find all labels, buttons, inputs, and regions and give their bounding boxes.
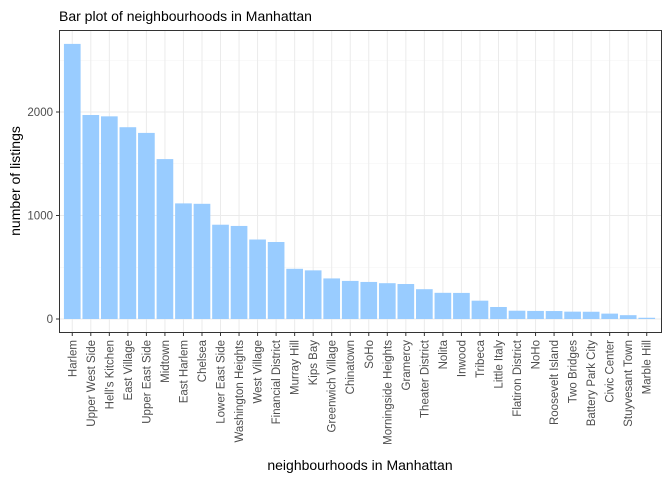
bar (230, 225, 248, 319)
x-tick-label: Hell's Kitchen (104, 340, 116, 409)
x-tick-label: Tribeca (475, 339, 487, 378)
x-tick-label: Flatiron District (512, 339, 524, 416)
bar (138, 132, 155, 319)
bar (471, 300, 489, 319)
x-axis: Harlem Upper West Side Hell's Kitchen East … (67, 332, 654, 445)
bar (378, 283, 396, 319)
bar (453, 292, 470, 319)
y-tick-label: 2000 (27, 107, 53, 119)
bar (619, 315, 637, 319)
x-tick-label: Midtown (160, 340, 172, 383)
bar (638, 317, 656, 319)
x-tick-label: Nolita (438, 339, 450, 369)
x-tick-label: Inwood (456, 340, 468, 377)
bar (175, 203, 192, 319)
bar (341, 280, 359, 319)
x-tick-label: Chelsea (197, 339, 209, 382)
bar (527, 310, 544, 319)
y-tick-label: 1000 (27, 211, 53, 223)
bar (286, 268, 303, 319)
bar (119, 127, 137, 319)
bar (267, 241, 285, 319)
bar (63, 43, 81, 319)
bar (212, 224, 229, 319)
x-tick-label: Murray Hill (290, 340, 302, 395)
bar (249, 239, 266, 319)
x-tick-label: Roosevelt Island (549, 340, 561, 425)
x-tick-label: Theater District (419, 339, 431, 418)
bars (63, 43, 656, 320)
bar (416, 289, 433, 319)
x-tick-label: East Harlem (178, 340, 190, 403)
x-tick-label: Chinatown (345, 340, 357, 394)
bar (601, 313, 619, 319)
x-tick-label: Financial District (271, 339, 283, 424)
x-tick-label: Kips Bay (308, 340, 320, 386)
bar (360, 281, 378, 319)
bar (100, 116, 118, 319)
x-tick-label: NoHo (531, 340, 543, 369)
y-axis-title: number of listings (7, 126, 23, 236)
bar (508, 310, 526, 319)
x-axis-title: neighbourhoods in Manhattan (267, 457, 452, 473)
x-tick-label: West Village (253, 340, 265, 404)
bar (156, 159, 174, 319)
x-tick-label: SoHo (364, 340, 376, 369)
x-tick-label: Gramercy (401, 340, 413, 391)
x-tick-label: Marble Hill (642, 340, 654, 394)
bar (582, 311, 600, 319)
bar (434, 292, 452, 319)
bar (304, 270, 322, 319)
bar (193, 203, 211, 319)
x-tick-label: Battery Park City (586, 340, 598, 427)
x-tick-label: Lower East Side (216, 340, 228, 424)
bar (490, 306, 507, 319)
x-tick-label: Upper West Side (86, 340, 98, 427)
bar (82, 115, 100, 320)
x-tick-label: Greenwich Village (327, 340, 339, 432)
y-axis: 0 1000 2000 (27, 107, 60, 326)
y-tick-label: 0 (47, 314, 53, 326)
bar (397, 284, 415, 319)
x-tick-label: Upper East Side (141, 340, 153, 424)
x-tick-label: East Village (123, 340, 135, 401)
x-tick-label: Morningside Heights (382, 340, 394, 445)
bar (564, 311, 581, 319)
x-tick-label: Civic Center (605, 340, 617, 403)
x-tick-label: Two Bridges (568, 340, 580, 404)
panel-border (59, 30, 662, 333)
chart-title: Bar plot of neighbourhoods in Manhattan (59, 8, 312, 24)
bar (323, 278, 341, 319)
x-tick-label: Stuyvesant Town (623, 340, 635, 427)
x-tick-label: Little Italy (493, 340, 505, 389)
x-tick-label: Washington Heights (234, 340, 246, 443)
x-tick-label: Harlem (67, 340, 79, 377)
bar (545, 311, 563, 319)
